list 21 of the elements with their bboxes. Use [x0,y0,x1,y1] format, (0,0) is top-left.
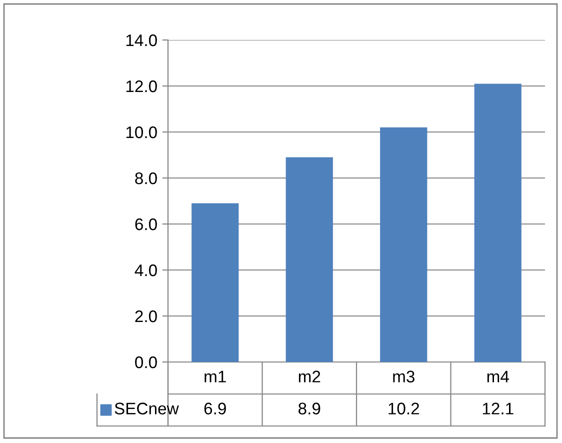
y-tick-label: 4.0 [134,264,157,276]
data-label: 6.9 [204,402,226,414]
x-tick-label: m2 [298,370,320,382]
bar [474,84,522,362]
y-tick-label: 8.0 [135,172,157,184]
x-tick-label: m4 [487,370,509,382]
y-tick-label: 14.0 [126,34,157,46]
bar [286,157,333,362]
x-tick-label: m1 [204,370,226,382]
bar [380,127,428,362]
data-label: 12.1 [482,402,514,414]
x-tick-label: m3 [393,370,414,382]
legend-label: SECnew [114,402,179,414]
data-label: 10.2 [388,402,420,414]
y-tick-label: 2.0 [135,310,157,322]
y-tick-label: 6.0 [135,218,157,230]
y-tick-label: 12.0 [126,80,157,92]
y-tick-label: 10.0 [126,126,157,138]
data-label: 8.9 [298,402,320,414]
bar [192,203,239,362]
y-tick-label: 0.0 [135,356,157,368]
